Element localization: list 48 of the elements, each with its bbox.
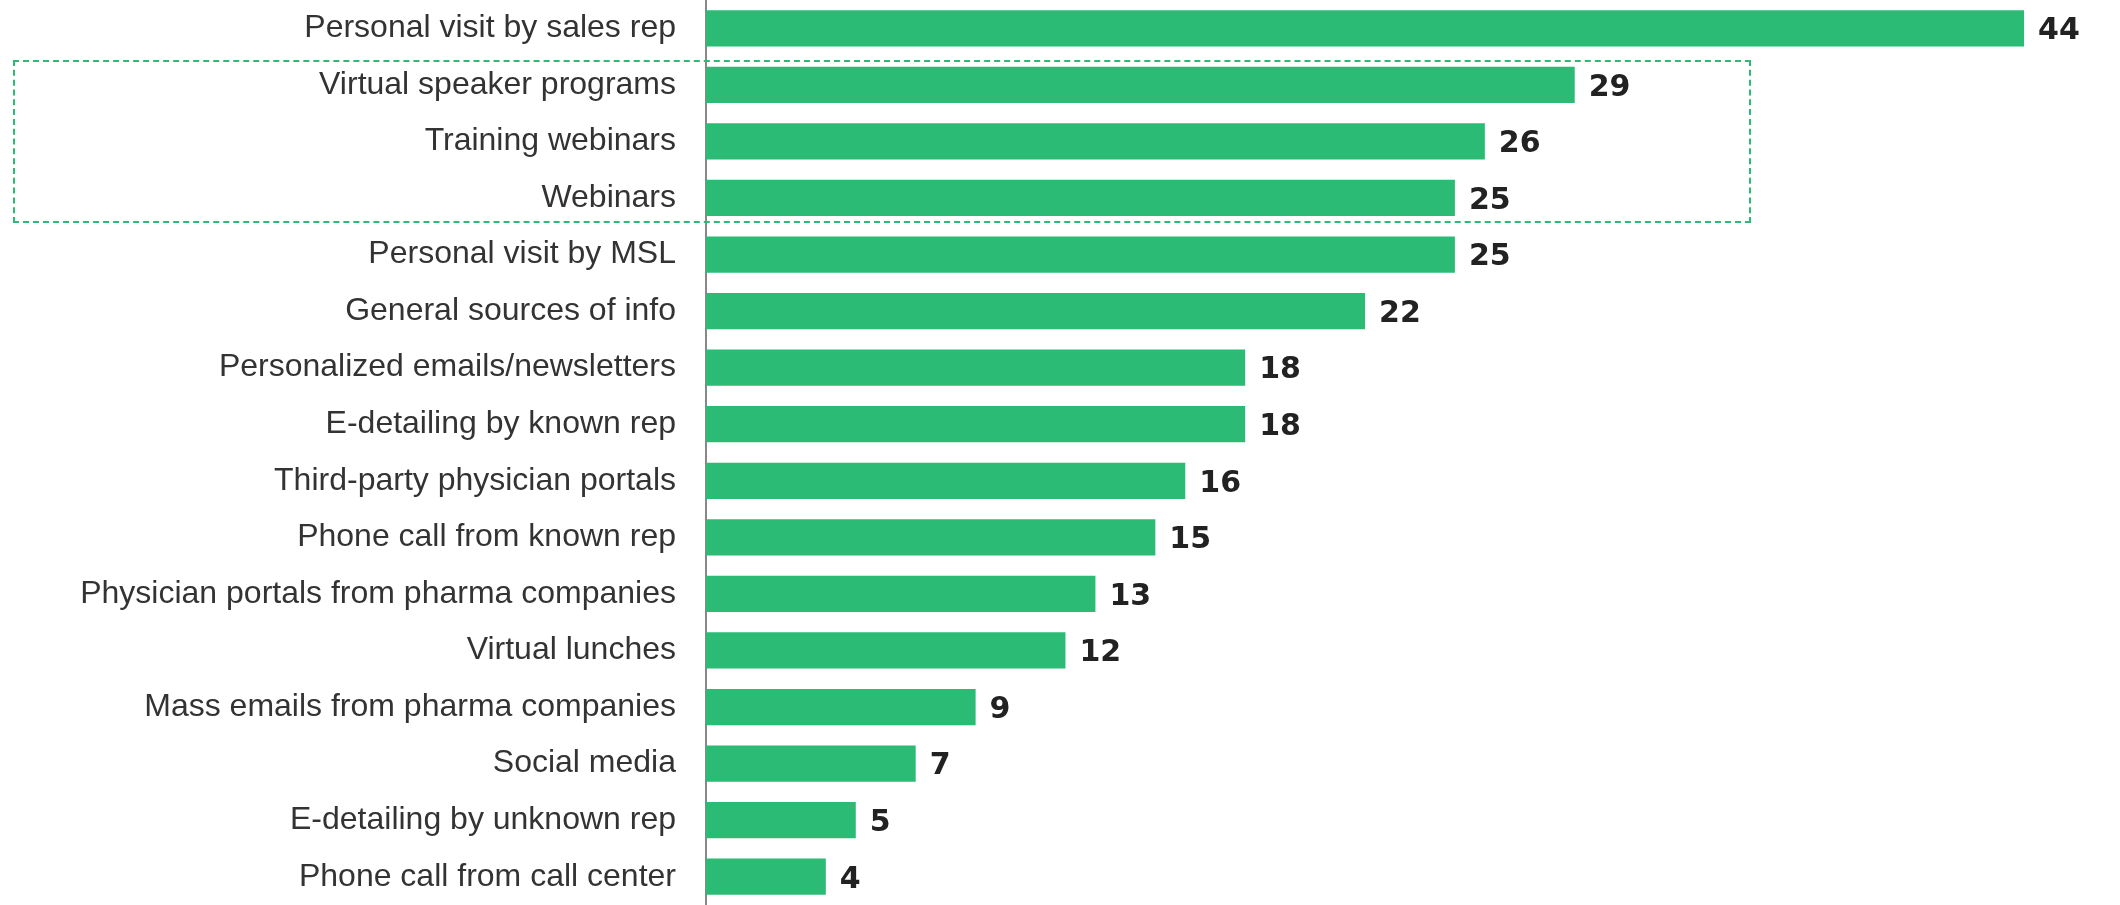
y-tick-label: Webinars: [541, 177, 676, 214]
bar: [706, 519, 1156, 556]
bar: [706, 745, 916, 782]
data-label: 13: [1109, 576, 1152, 612]
data-label: 18: [1259, 407, 1301, 443]
data-label: 16: [1199, 463, 1242, 499]
bar: [706, 858, 826, 895]
data-label: 7: [929, 746, 951, 782]
data-label: 22: [1379, 293, 1421, 329]
y-tick-label: Third-party physician portals: [274, 460, 676, 497]
y-tick-label: Social media: [492, 743, 677, 780]
data-label: 25: [1468, 237, 1511, 273]
bar: [706, 575, 1096, 613]
bar: [706, 10, 2025, 47]
y-tick-label: Personalized emails/newsletters: [218, 347, 676, 384]
bar: [706, 632, 1066, 669]
data-label: 5: [869, 802, 891, 838]
data-label: 25: [1468, 180, 1511, 216]
bar: [706, 349, 1246, 386]
data-label: 26: [1498, 124, 1541, 160]
y-tick-label: Physician portals from pharma companies: [80, 573, 676, 610]
data-label: 9: [989, 689, 1011, 725]
y-tick-label: Virtual lunches: [466, 630, 676, 667]
bar: [706, 802, 856, 839]
data-label: 4: [839, 859, 861, 895]
y-tick-label: Phone call from known rep: [297, 517, 676, 554]
y-tick-label: General sources of info: [345, 290, 676, 327]
y-tick-label: Personal visit by sales rep: [304, 8, 676, 45]
y-tick-label: Mass emails from pharma companies: [144, 686, 676, 723]
bar: [706, 406, 1246, 443]
y-tick-label: Virtual speaker programs: [319, 64, 676, 101]
y-tick-label: Training webinars: [424, 121, 676, 158]
bar: [706, 462, 1186, 499]
y-tick-label: E-detailing by unknown rep: [289, 799, 676, 836]
bar: [706, 236, 1455, 273]
bar: [706, 123, 1485, 160]
bar: [706, 688, 976, 726]
bar: [706, 66, 1575, 103]
data-label: 18: [1259, 350, 1301, 386]
data-label: 44: [2038, 11, 2080, 47]
data-label: 12: [1079, 633, 1122, 669]
bar: [706, 179, 1455, 217]
y-tick-label: E-detailing by known rep: [325, 404, 676, 441]
data-label: 15: [1169, 520, 1212, 556]
data-label: 29: [1588, 67, 1631, 103]
bar: [706, 292, 1366, 330]
y-tick-label: Personal visit by MSL: [368, 234, 676, 271]
y-tick-label: Phone call from call center: [298, 856, 677, 893]
